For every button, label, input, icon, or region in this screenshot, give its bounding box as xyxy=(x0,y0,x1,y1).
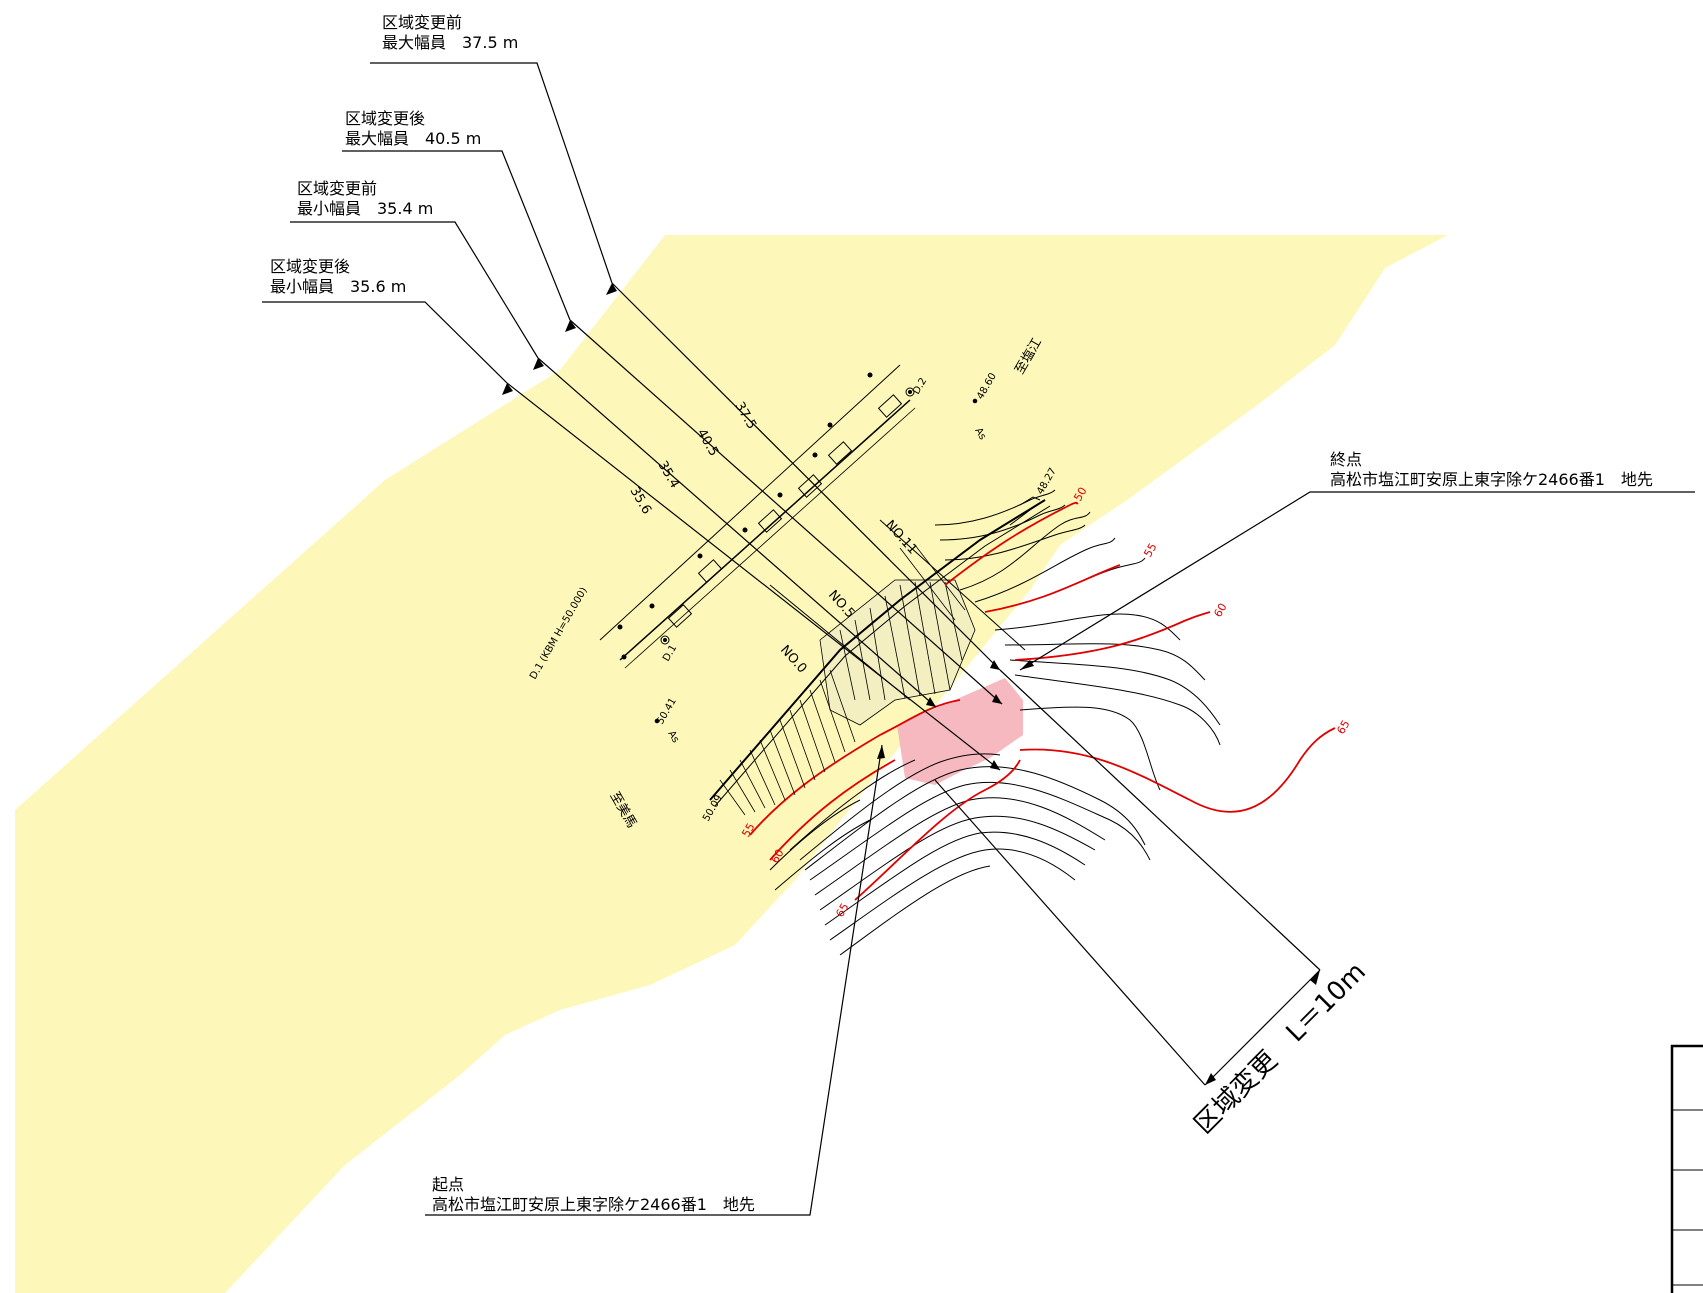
station-lines xyxy=(769,519,1026,701)
surface-label-as-1: As xyxy=(972,426,988,442)
contour-label-55-east: 55 xyxy=(1141,541,1159,560)
guard-blocks xyxy=(617,372,1041,724)
contour-label-60-east: 60 xyxy=(1211,601,1229,620)
callout-before-min-title: 区域変更前 xyxy=(297,179,377,198)
index-contours-east xyxy=(944,501,1336,813)
surface-label-as-2: As xyxy=(665,729,681,745)
callout-after-max-width: 最大幅員 40.5 m xyxy=(345,129,481,148)
callout-after-min-title: 区域変更後 xyxy=(270,257,350,276)
contour-label-55-west: 55 xyxy=(739,821,757,840)
width-dimension-lines xyxy=(506,282,1003,771)
section-change-label: 区域変更 L＝10m xyxy=(1189,957,1372,1140)
area-change-zone xyxy=(897,678,1023,785)
callout-start-point-address: 高松市塩江町安原上東字除ケ2466番1 地先 xyxy=(432,1195,755,1214)
contour-label-65-east: 65 xyxy=(1334,718,1352,737)
callout-end-point-address: 高松市塩江町安原上東字除ケ2466番1 地先 xyxy=(1330,470,1653,489)
callout-end-point-title: 終点 xyxy=(1330,450,1362,469)
endpoint-arrowheads xyxy=(877,660,1034,759)
width-callout-leaders xyxy=(262,62,613,384)
callout-before-max-width: 最大幅員 37.5 m xyxy=(382,33,518,52)
section-change-extent xyxy=(934,669,1321,1086)
endpoint-leaders xyxy=(425,491,1695,1216)
callout-after-max-title: 区域変更後 xyxy=(345,109,425,128)
contour-label-50: 50 xyxy=(1071,485,1089,504)
cut-slope-hatch xyxy=(819,544,976,726)
section-change-arrowheads xyxy=(1205,970,1320,1085)
callout-start-point-title: 起点 xyxy=(432,1175,464,1194)
callout-before-max-title: 区域変更前 xyxy=(382,13,462,32)
road-area-zone xyxy=(15,235,1448,1293)
title-block-frame xyxy=(1670,1044,1703,1293)
contour-label-60-west: 60 xyxy=(768,847,786,866)
contour-lines-south xyxy=(769,753,1151,956)
dimension-arrowheads xyxy=(502,283,1002,770)
callout-before-min-width: 最小幅員 35.4 m xyxy=(297,199,433,218)
callout-after-min-width: 最小幅員 35.6 m xyxy=(270,277,406,296)
index-contours-south xyxy=(749,699,1021,901)
contour-label-65-west: 65 xyxy=(833,901,851,920)
